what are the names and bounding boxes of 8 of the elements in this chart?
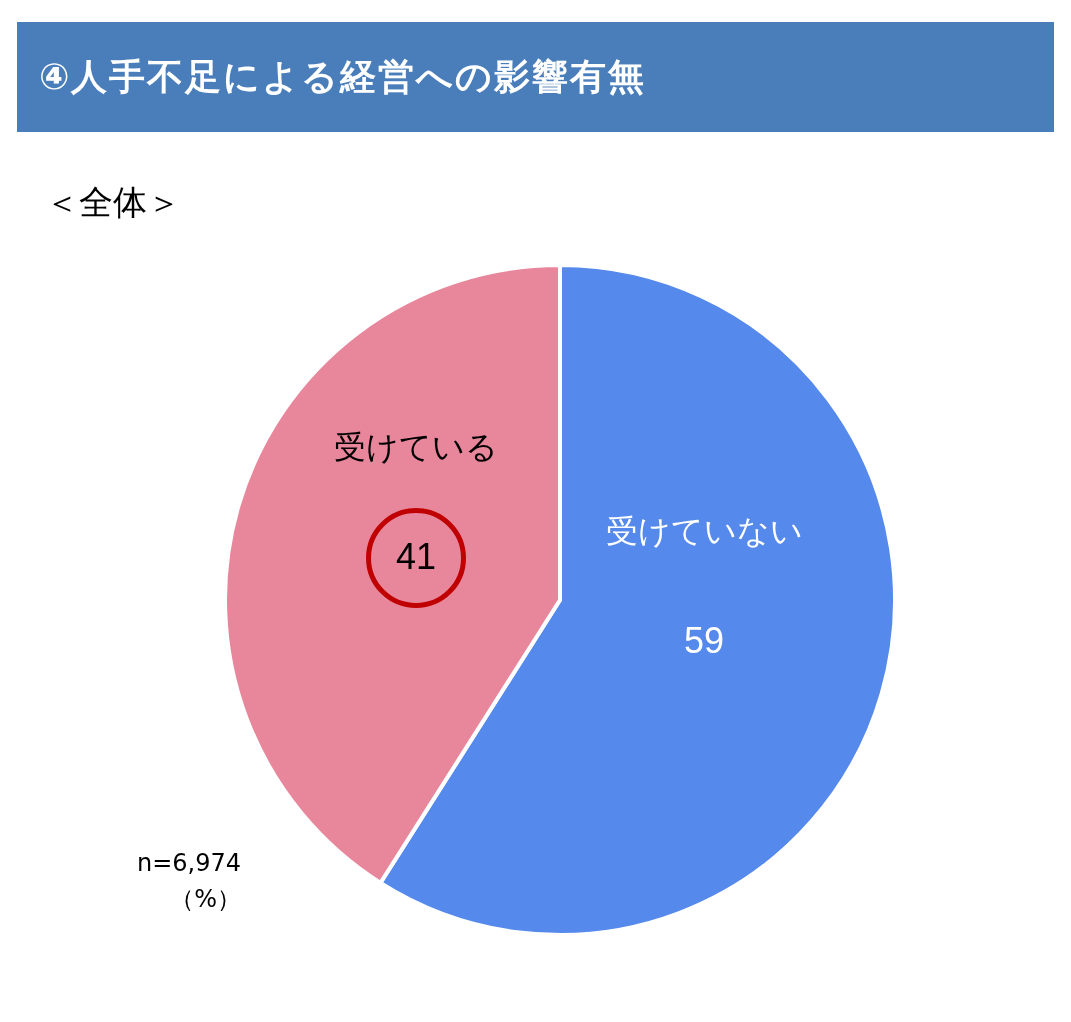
data-label: 41 (395, 536, 436, 578)
text: （%） (169, 884, 241, 915)
data-label: 59 (684, 619, 725, 661)
chart-subtitle: ＜全体＞ (45, 181, 181, 224)
slice-label: 受けていない (605, 511, 803, 550)
text: n=6,974 (136, 848, 241, 879)
chart-title: ④人手不足による経営への影響有無 (17, 22, 1054, 132)
slice-label: 受けている (333, 428, 498, 467)
